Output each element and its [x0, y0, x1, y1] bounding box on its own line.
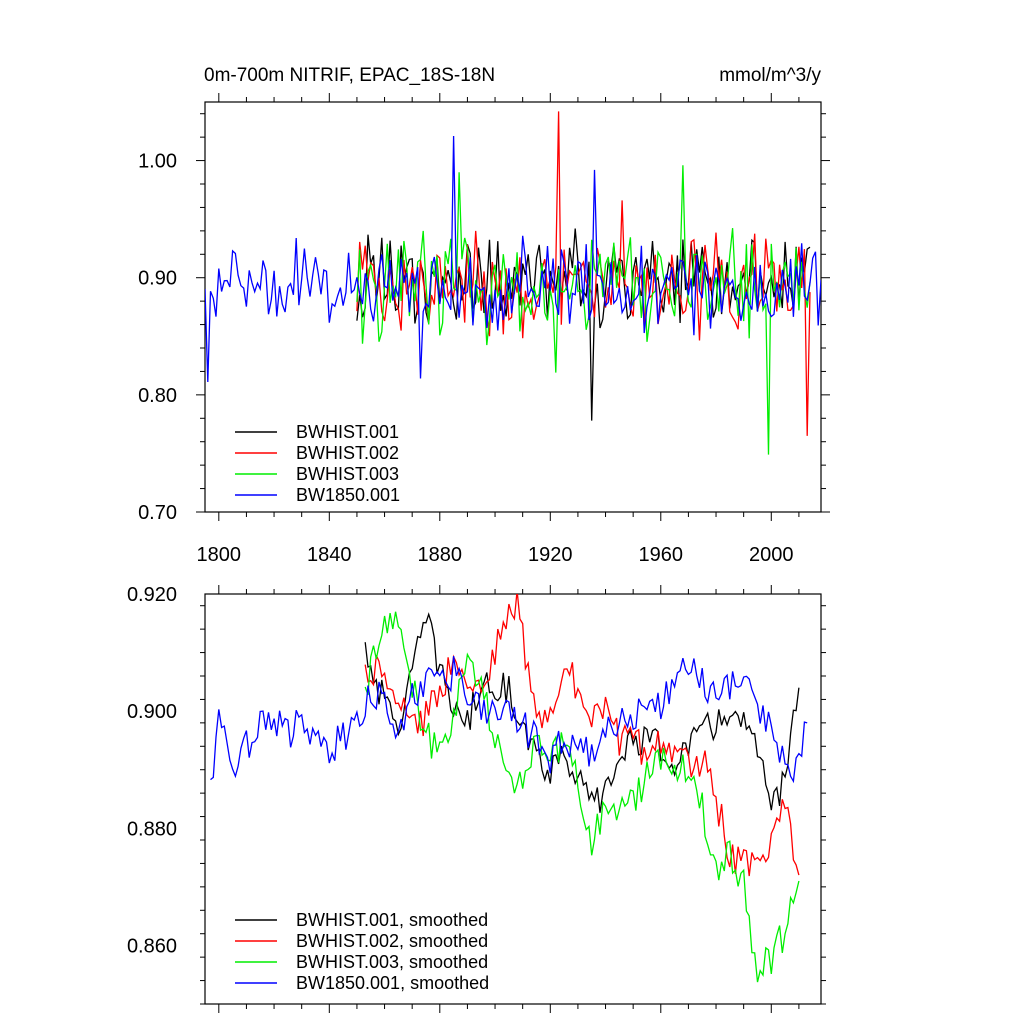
y-tick-label: 0.90	[138, 268, 177, 290]
legend-label: BWHIST.001	[296, 422, 399, 442]
x-tick-label: 1840	[307, 544, 352, 566]
y-tick-label: 0.900	[127, 701, 177, 723]
y-tick-label: 0.920	[127, 584, 177, 606]
y-tick-label: 0.70	[138, 502, 177, 524]
x-tick-label: 1800	[197, 544, 242, 566]
top-panel: 0m-700m NITRIF, EPAC_18S-18N mmol/m^3/y …	[138, 65, 830, 566]
bottom-x-axis	[218, 585, 800, 1013]
y-tick-label: 0.880	[127, 818, 177, 840]
top-x-axis: 1800 1840 1880 1920 1960 2000	[197, 93, 800, 566]
series-line-1	[356, 111, 811, 436]
series-line-2	[364, 611, 800, 983]
top-y-axis: 0.70 0.80 0.90 1.00	[138, 113, 830, 524]
bottom-panel: 0.860 0.880 0.900 0.920 BWHIST.001, smoothe…	[127, 584, 826, 1013]
series-line-1	[364, 594, 800, 877]
series-line-3	[205, 135, 821, 383]
y-tick-label: 0.860	[127, 935, 177, 957]
x-tick-label: 2000	[749, 544, 794, 566]
legend-label: BWHIST.003	[296, 464, 399, 484]
x-tick-label: 1920	[528, 544, 573, 566]
y-tick-label: 0.80	[138, 385, 177, 407]
top-panel-title: 0m-700m NITRIF, EPAC_18S-18N	[204, 65, 495, 86]
legend-label: BWHIST.001, smoothed	[296, 910, 488, 930]
legend-label: BWHIST.002	[296, 443, 399, 463]
top-panel-units: mmol/m^3/y	[719, 65, 821, 86]
legend-label: BWHIST.003, smoothed	[296, 952, 488, 972]
top-series-group	[205, 111, 821, 455]
bottom-series-group	[210, 594, 808, 983]
x-tick-label: 1880	[418, 544, 463, 566]
legend-label: BWHIST.002, smoothed	[296, 931, 488, 951]
series-line-3	[210, 656, 808, 784]
bottom-y-axis: 0.860 0.880 0.900 0.920	[127, 584, 826, 1005]
legend-label: BW1850.001, smoothed	[296, 973, 489, 993]
bottom-panel-frame	[204, 593, 822, 1005]
x-tick-label: 1960	[639, 544, 684, 566]
legend-label: BW1850.001	[296, 485, 400, 505]
y-tick-label: 1.00	[138, 151, 177, 173]
